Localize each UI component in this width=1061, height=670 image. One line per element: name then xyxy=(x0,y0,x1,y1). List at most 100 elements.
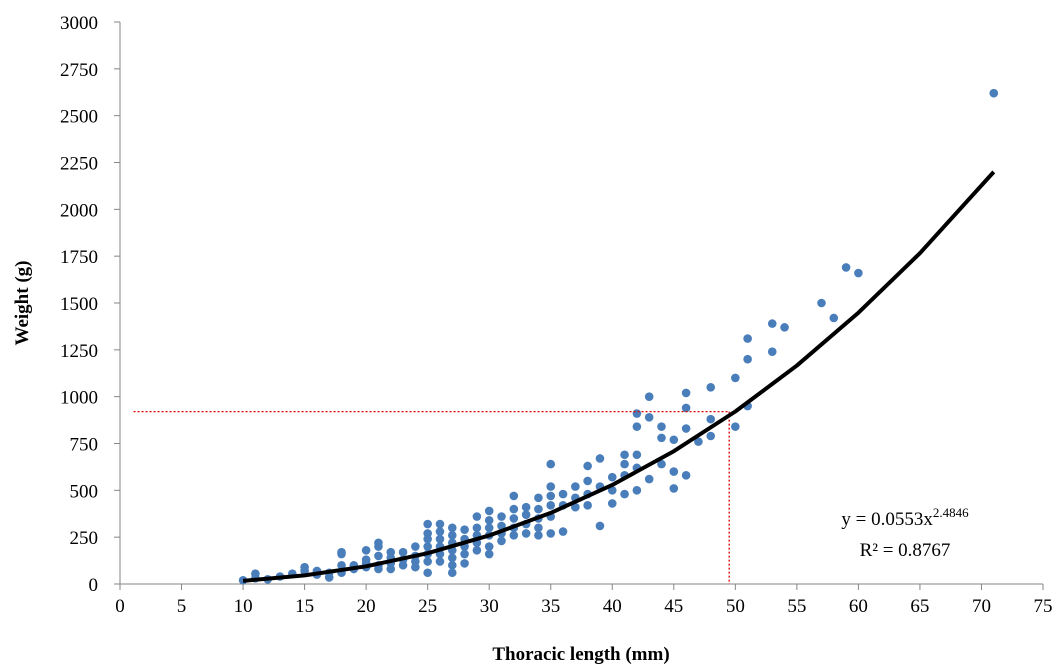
point xyxy=(767,347,777,357)
point xyxy=(632,486,642,495)
point xyxy=(435,534,445,544)
x-tick-label: 60 xyxy=(849,596,868,617)
point xyxy=(447,523,457,533)
point xyxy=(632,409,642,418)
point xyxy=(423,568,432,578)
point xyxy=(435,527,445,536)
point xyxy=(595,521,605,531)
point xyxy=(509,491,519,501)
point xyxy=(607,486,617,495)
y-tick-label: 2000 xyxy=(60,200,98,221)
point xyxy=(669,484,679,493)
point xyxy=(657,422,666,431)
point xyxy=(657,433,666,443)
point xyxy=(644,474,654,484)
point xyxy=(706,414,716,424)
point xyxy=(817,298,826,308)
point xyxy=(460,559,469,568)
point xyxy=(472,545,482,555)
point xyxy=(435,519,445,529)
y-tick-label: 0 xyxy=(89,575,99,596)
point xyxy=(374,564,383,574)
point xyxy=(607,499,617,508)
point xyxy=(337,560,346,570)
y-tick-label: 2250 xyxy=(60,154,98,175)
x-tick-label: 50 xyxy=(726,596,745,617)
x-tick-label: 25 xyxy=(418,596,437,617)
point xyxy=(620,459,629,469)
point xyxy=(423,534,432,544)
trendline xyxy=(242,170,996,583)
point xyxy=(644,412,654,422)
point xyxy=(509,504,519,514)
r-squared: R² = 0.8767 xyxy=(860,540,951,561)
y-tick-label: 2500 xyxy=(60,107,98,128)
x-tick-label: 5 xyxy=(177,596,187,617)
point xyxy=(632,422,642,431)
point xyxy=(423,519,432,529)
point xyxy=(669,467,679,476)
point xyxy=(447,530,457,540)
point xyxy=(447,560,457,570)
point xyxy=(435,557,445,566)
equation-exponent: 2.4846 xyxy=(933,505,969,520)
point xyxy=(694,437,703,446)
point xyxy=(398,560,408,570)
point xyxy=(780,323,789,332)
point xyxy=(472,512,482,521)
point xyxy=(484,523,494,533)
point xyxy=(484,516,494,525)
point xyxy=(374,551,383,561)
y-tick-label: 500 xyxy=(70,481,99,502)
point xyxy=(632,450,642,460)
x-tick-label: 35 xyxy=(541,596,560,617)
point xyxy=(829,313,839,323)
point xyxy=(583,501,592,510)
point xyxy=(743,354,752,364)
point xyxy=(534,493,543,503)
point xyxy=(558,527,568,536)
point xyxy=(509,514,519,523)
point xyxy=(854,268,863,278)
point xyxy=(534,530,543,540)
point xyxy=(497,536,506,546)
x-tick-label: 0 xyxy=(115,596,125,617)
point xyxy=(472,523,482,533)
point xyxy=(546,529,556,538)
point xyxy=(521,529,531,538)
point xyxy=(509,530,519,540)
point xyxy=(521,502,531,512)
point xyxy=(447,568,457,578)
point xyxy=(989,88,999,98)
x-tick-label: 15 xyxy=(295,596,314,617)
y-tick-label: 1250 xyxy=(60,341,98,362)
point xyxy=(423,557,432,566)
point xyxy=(681,471,691,480)
y-axis-label: Weight (g) xyxy=(12,261,33,346)
point xyxy=(521,510,531,519)
point xyxy=(546,501,556,510)
x-tick-label: 10 xyxy=(234,596,253,617)
point xyxy=(743,334,752,343)
x-tick-label: 65 xyxy=(910,596,929,617)
point xyxy=(423,542,432,551)
point xyxy=(484,542,494,551)
point xyxy=(534,523,543,533)
point xyxy=(571,502,580,512)
x-tick-label: 40 xyxy=(603,596,622,617)
point xyxy=(657,459,666,469)
point xyxy=(411,542,420,551)
x-tick-label: 30 xyxy=(480,596,499,617)
y-tick-label: 1500 xyxy=(60,294,98,315)
point xyxy=(583,461,592,471)
point xyxy=(484,506,494,516)
x-tick-label: 20 xyxy=(357,596,376,617)
point xyxy=(337,549,346,559)
x-tick-label: 45 xyxy=(664,596,683,617)
point xyxy=(558,489,568,499)
point xyxy=(669,435,679,445)
equation: y = 0.0553x2.4846 xyxy=(841,505,969,530)
point xyxy=(546,491,556,501)
point xyxy=(571,482,580,491)
point xyxy=(546,459,556,469)
